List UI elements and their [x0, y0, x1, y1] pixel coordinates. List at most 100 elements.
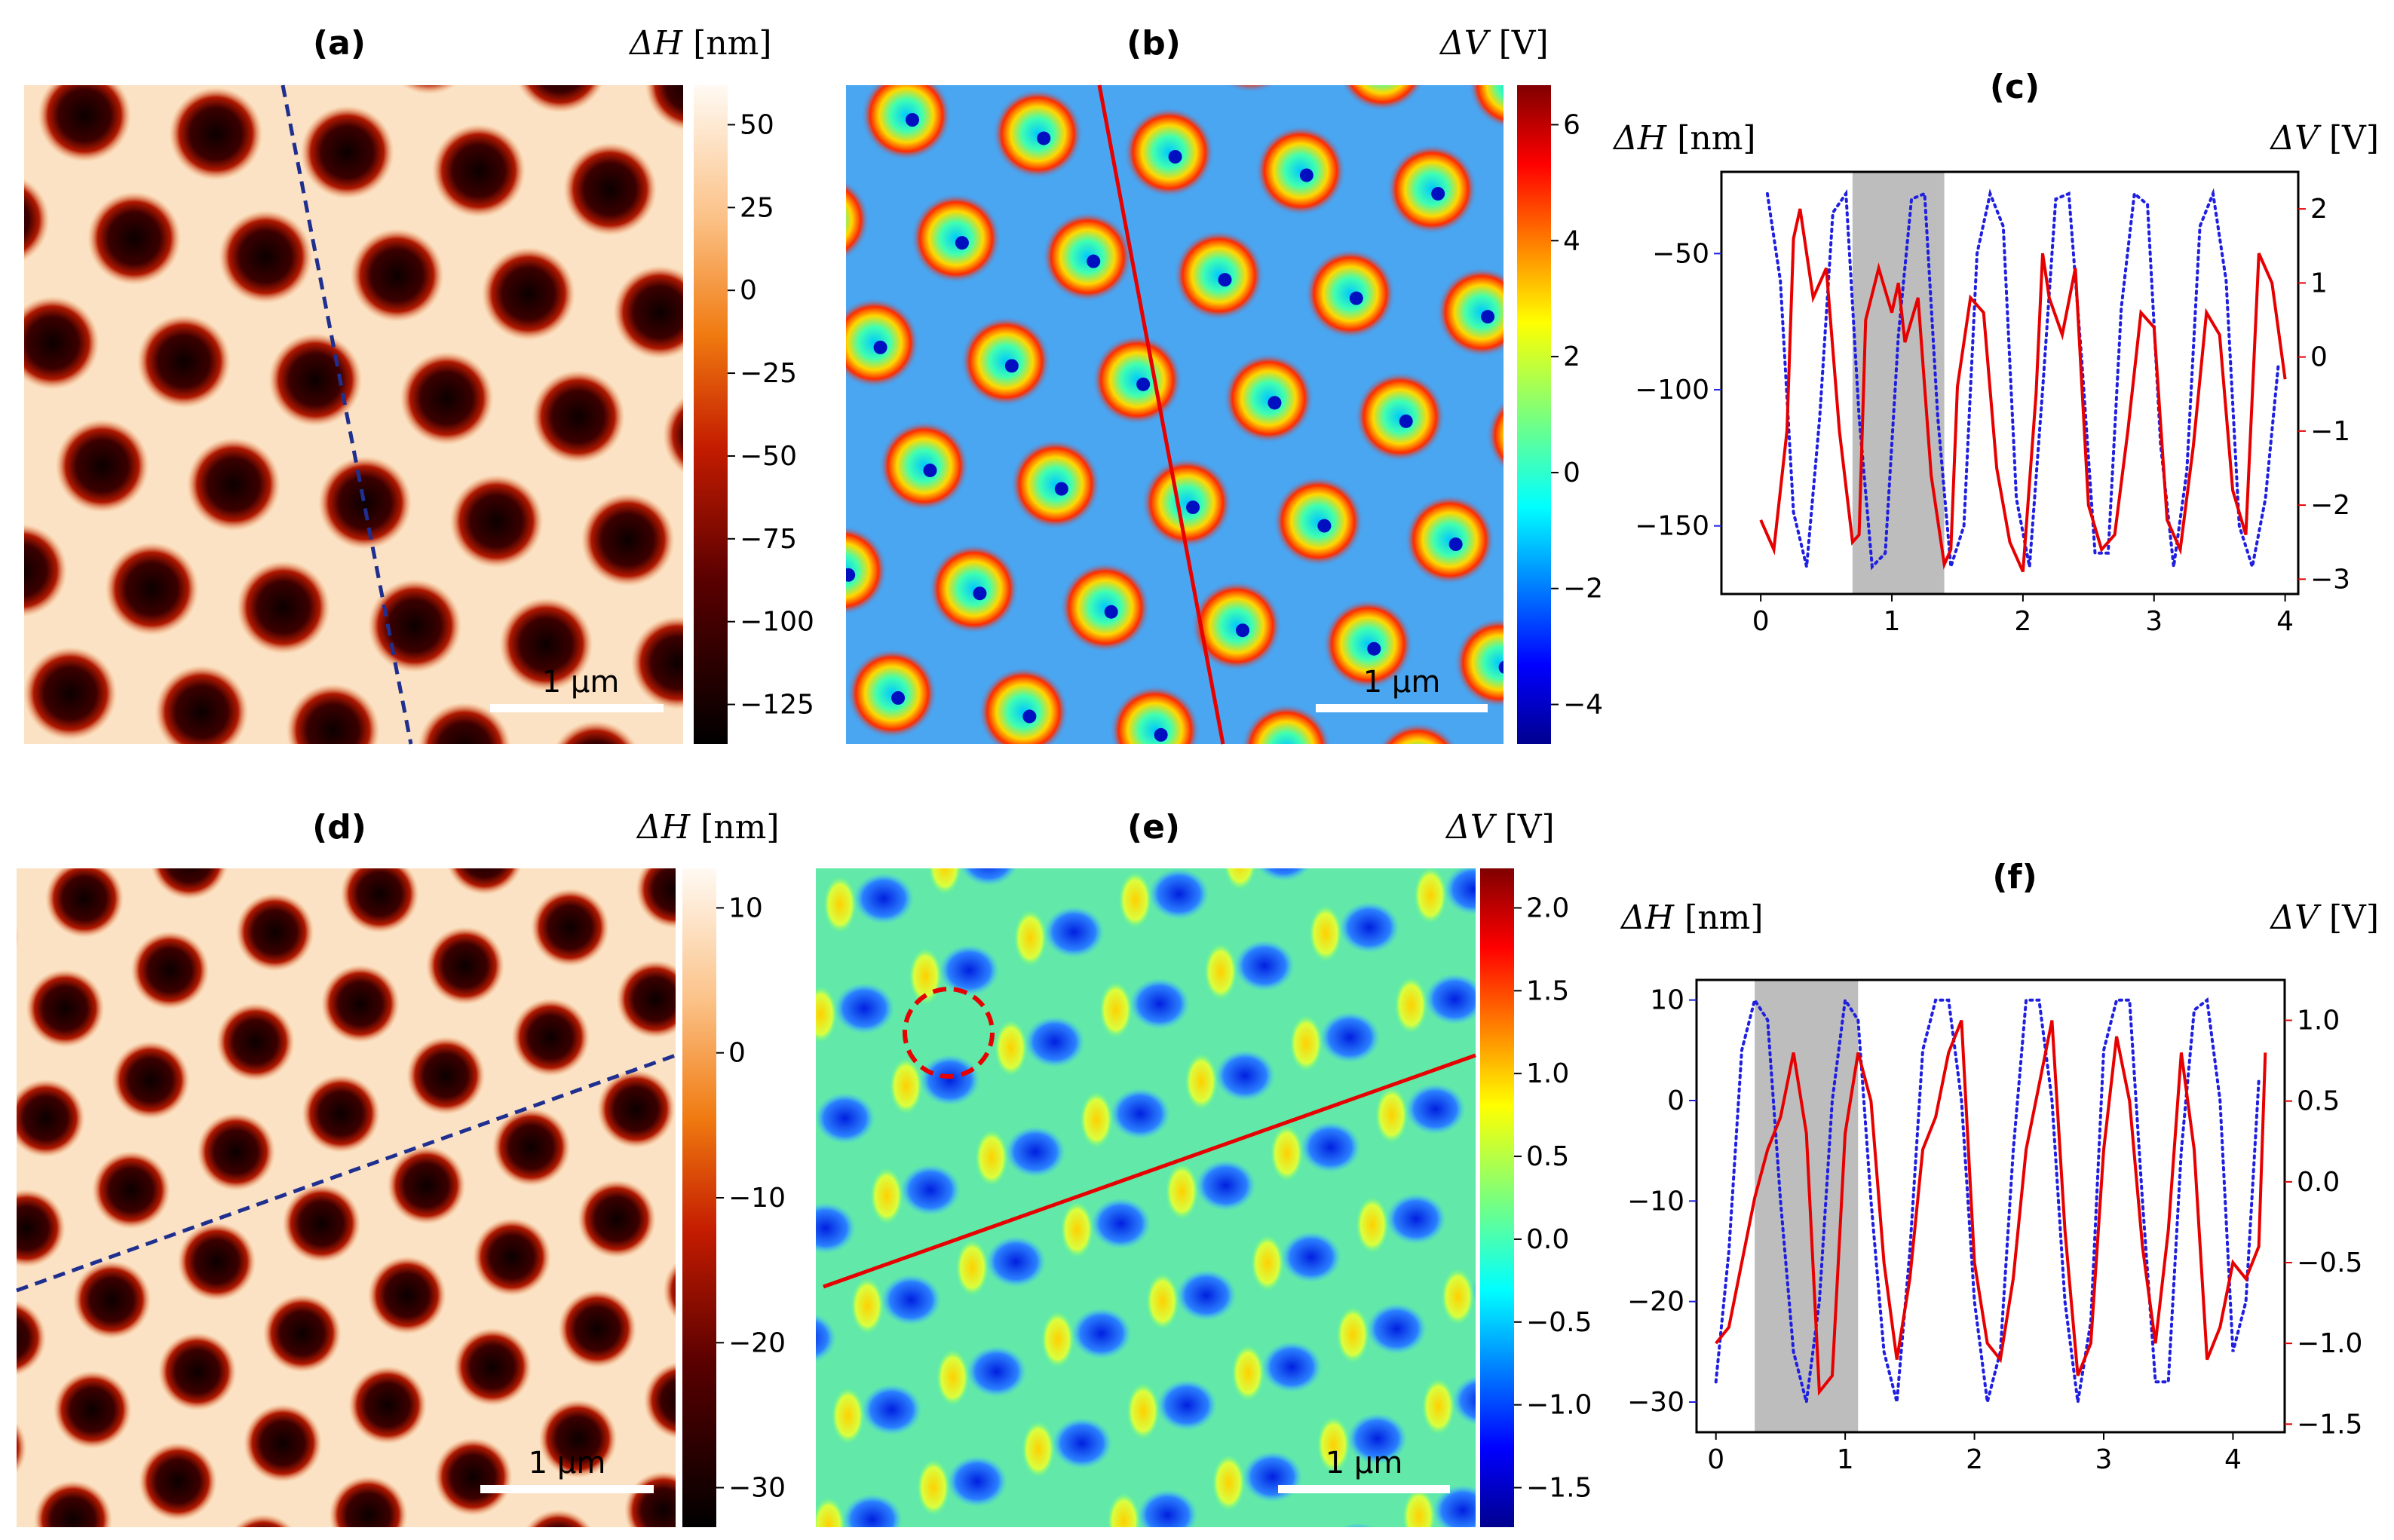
panel-b-scale-label: 1 µm — [1363, 665, 1441, 700]
positive-crescent — [1022, 1420, 1056, 1478]
colorbar-tick-label: 1.0 — [1526, 1058, 1569, 1089]
panel-a-title: (a) — [313, 24, 366, 63]
negative-blob — [1032, 1527, 1093, 1540]
ring-core — [1381, 64, 1395, 78]
panel-e-colorbar-ticks: 2.0 1.5 1.0 0.5 0.0 −0.5 −1.0 −1.5 — [1514, 892, 1592, 1504]
positive-crescent — [1165, 1162, 1199, 1220]
y-left-tick-label: −30 — [1627, 1387, 1684, 1418]
positive-crescent — [1118, 871, 1152, 929]
potential-ring — [1042, 211, 1133, 302]
pore — [155, 665, 249, 744]
ring-core — [906, 113, 919, 127]
pore — [24, 295, 100, 390]
positive-crescent — [1145, 1272, 1179, 1330]
negative-blob — [919, 1054, 980, 1106]
negative-blob — [854, 873, 914, 924]
y-left-tick-label: −50 — [1652, 238, 1709, 269]
potential-ring — [1454, 617, 1504, 709]
ring-core — [873, 340, 887, 354]
panel-b-title: (b) — [1126, 24, 1181, 63]
potential-ring — [861, 85, 952, 161]
negative-blob — [1110, 1088, 1171, 1140]
ring-core — [1154, 727, 1168, 742]
negative-blob — [1366, 1303, 1427, 1355]
positive-crescent — [936, 1349, 970, 1407]
ring-core — [1268, 396, 1282, 410]
colorbar-tick-label: −50 — [740, 441, 797, 472]
panel-a-colorbar-ticks: 50 25 0 −25 −50 −75 −100 −125 — [728, 109, 814, 721]
negative-blob — [985, 1235, 1047, 1287]
pore — [130, 931, 210, 1010]
ring-core — [1104, 605, 1118, 619]
y-right-tick-label: −0.5 — [2297, 1248, 2362, 1278]
positive-crescent — [928, 868, 962, 896]
pore — [348, 1366, 428, 1445]
potential-ring — [1092, 334, 1183, 425]
positive-crescent — [1317, 1416, 1350, 1474]
panel-d-title: (d) — [312, 808, 366, 847]
pore — [55, 419, 149, 513]
panel-d-colorbar-label: ΔH [nm] — [636, 808, 780, 847]
colorbar-tick-label: 10 — [728, 892, 763, 923]
ring-core — [1087, 254, 1101, 268]
colorbar-tick-label: 0 — [740, 275, 757, 306]
potential-ring — [960, 316, 1051, 407]
potential-ring — [992, 88, 1084, 179]
pore — [636, 868, 676, 929]
positive-crescent — [1013, 909, 1047, 967]
negative-blob — [1137, 1489, 1198, 1527]
negative-blob — [1005, 1126, 1066, 1178]
positive-crescent — [1441, 1268, 1475, 1326]
y-right-tick-label: −2 — [2310, 490, 2350, 521]
x-tick-label: 0 — [1707, 1444, 1724, 1475]
negative-blob — [1157, 1379, 1218, 1431]
panel-a-scale-label: 1 µm — [542, 665, 620, 700]
pore — [400, 351, 494, 445]
potential-ring — [1354, 371, 1445, 462]
pore — [481, 246, 575, 341]
potential-ring — [978, 666, 1069, 744]
pore — [234, 1514, 293, 1527]
positive-crescent — [1394, 976, 1428, 1034]
colorbar-tick-label: 50 — [740, 109, 774, 140]
pore — [531, 369, 625, 464]
panel-b-colorbar-ticks: 6 4 2 0 −2 −4 — [1551, 109, 1603, 721]
panel-c-chart: 0 1 2 3 4 −50 −100 −150 2 1 0 −1 −2 −3 — [1635, 170, 2350, 637]
ring-core — [891, 690, 906, 705]
ring-core — [955, 236, 969, 250]
negative-blob — [1320, 1012, 1381, 1064]
ring-core — [1286, 746, 1299, 760]
pore — [645, 85, 683, 131]
panel-e-scale-bar — [1278, 1485, 1450, 1493]
pore — [72, 1260, 152, 1339]
pore — [262, 1294, 342, 1373]
colorbar-tick-label: 25 — [740, 192, 774, 223]
negative-blob — [1300, 1121, 1361, 1173]
voltage-profile-line — [1715, 1019, 2267, 1396]
x-tick-label: 3 — [2095, 1444, 2113, 1475]
y-right-tick-label: −1 — [2310, 416, 2350, 447]
potential-ring — [1273, 476, 1364, 567]
pore — [282, 1184, 361, 1263]
panel-e-cut-line — [823, 1053, 1476, 1289]
voltage-profile-line — [1759, 208, 2287, 573]
pore — [350, 228, 444, 323]
y-right-tick-label: 2 — [2310, 194, 2328, 225]
x-tick-label: 3 — [2145, 606, 2163, 637]
ring-core — [1431, 186, 1445, 201]
pore — [418, 702, 511, 744]
x-tick-label: 4 — [2276, 606, 2294, 637]
panel-b-rings — [846, 64, 1504, 760]
negative-blob — [1071, 1307, 1132, 1359]
pore — [643, 1361, 676, 1440]
positive-crescent — [1002, 1530, 1035, 1540]
y-right-tick-label: −1.0 — [2297, 1328, 2362, 1359]
negative-blob — [1044, 906, 1105, 958]
potential-ring — [1223, 353, 1314, 444]
y-left-tick-label: −100 — [1635, 375, 1709, 406]
pore — [538, 1399, 618, 1478]
pore — [24, 646, 118, 740]
y-right-tick-label: −1.5 — [2297, 1409, 2362, 1440]
negative-blob — [1261, 1341, 1323, 1393]
positive-crescent — [823, 876, 857, 933]
